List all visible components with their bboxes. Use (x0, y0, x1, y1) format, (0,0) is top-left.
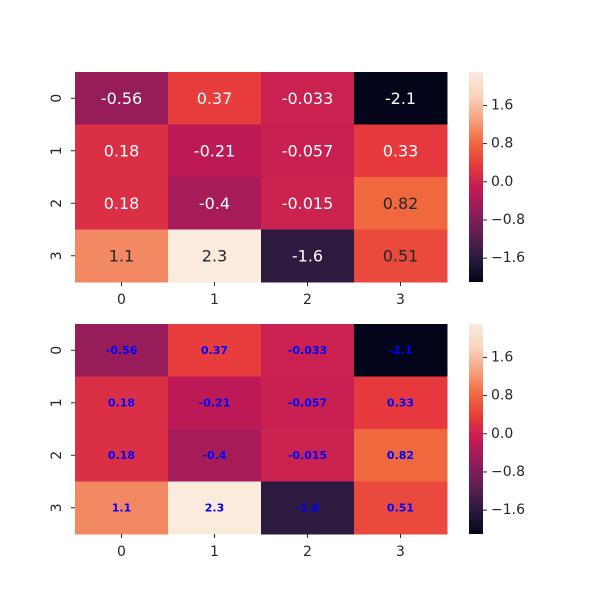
heatmap-cell-r0-c0 (75, 324, 169, 377)
x-tick-label-2: 2 (303, 544, 312, 560)
cell-annotation-r3-c1: 2.3 (205, 501, 225, 514)
x-tick-label-1: 1 (210, 292, 219, 308)
x-tick-label-3: 3 (396, 292, 405, 308)
colorbar-tick-label-1: 0.8 (491, 136, 513, 152)
heatmap-cell-r0-c2 (261, 324, 355, 377)
heatmap-cell-r0-c2 (261, 72, 355, 125)
heatmap-cell-r0-c1 (168, 72, 262, 125)
colorbar-tick-label-2: 0.0 (491, 426, 513, 442)
heatmap-cell-r1-c1 (168, 376, 262, 430)
y-tick-label-0: 0 (49, 346, 65, 355)
heatmap-cell-r3-c0 (75, 229, 169, 283)
cell-annotation-r2-c0: 0.18 (104, 194, 140, 213)
cell-annotation-r3-c0: 1.1 (112, 501, 132, 514)
colorbar-tick-label-2: 0.0 (491, 174, 513, 190)
x-tick-label-0: 0 (117, 544, 126, 560)
cell-annotation-r0-c0: -0.56 (106, 344, 138, 357)
y-tick-label-2: 2 (49, 451, 65, 460)
heatmap-cell-r3-c1 (168, 481, 262, 535)
heatmap-cell-r3-c3 (354, 229, 448, 283)
heatmap-cell-r0-c1 (168, 324, 262, 377)
heatmap-top: -0.56 0.37 -0.033 -2.1 0.18 -0.21 -0.057 0.33 0.… (49, 72, 525, 308)
cell-annotation-r1-c2: -0.057 (282, 141, 334, 160)
heatmap-cell-r1-c3 (354, 124, 448, 178)
cell-annotation-r1-c3: 0.33 (387, 396, 414, 409)
y-tick-label-3: 3 (49, 503, 65, 512)
cell-annotation-r0-c3: -2.1 (388, 344, 412, 357)
x-tick-label-1: 1 (210, 544, 219, 560)
heatmap-cell-r2-c1 (168, 177, 262, 230)
cell-annotation-r1-c3: 0.33 (383, 141, 419, 160)
cell-annotation-r3-c2: -1.6 (292, 246, 323, 265)
heatmap-cell-r2-c0 (75, 177, 169, 230)
heatmap-cell-r1-c3 (354, 376, 448, 430)
heatmap-cell-r2-c1 (168, 429, 262, 482)
heatmap-cell-r0-c3 (354, 324, 448, 377)
heatmap-cell-r2-c2 (261, 429, 355, 482)
heatmap-cell-r2-c3 (354, 429, 448, 482)
x-tick-label-3: 3 (396, 544, 405, 560)
cell-annotation-r0-c3: -2.1 (385, 89, 416, 108)
colorbar (469, 324, 483, 534)
y-tick-label-3: 3 (49, 251, 65, 260)
cell-annotation-r0-c1: 0.37 (201, 344, 228, 357)
cell-annotation-r2-c2: -0.015 (288, 449, 327, 462)
cell-annotation-r2-c1: -0.4 (199, 194, 230, 213)
colorbar-tick-label-1: 0.8 (491, 388, 513, 404)
heatmap-cell-r1-c1 (168, 124, 262, 178)
cell-annotation-r2-c2: -0.015 (282, 194, 334, 213)
cell-annotation-r3-c3: 0.51 (383, 246, 419, 265)
heatmap-bottom: -0.56 0.37 -0.033 -2.1 0.18 -0.21 -0.057 0.33 0.… (49, 324, 525, 560)
heatmap-cell-r3-c1 (168, 229, 262, 283)
heatmap-cell-r1-c0 (75, 376, 169, 430)
heatmap-cell-r0-c0 (75, 72, 169, 125)
heatmap-cell-r2-c0 (75, 429, 169, 482)
heatmap-cell-r3-c2 (261, 229, 355, 283)
colorbar-tick-label-3: −0.8 (491, 464, 525, 480)
cell-annotation-r3-c1: 2.3 (202, 246, 227, 265)
colorbar (469, 72, 483, 282)
cell-annotation-r1-c1: -0.21 (199, 396, 231, 409)
cell-annotation-r3-c0: 1.1 (109, 246, 134, 265)
cell-annotation-r1-c0: 0.18 (104, 141, 140, 160)
heatmap-cell-r0-c3 (354, 72, 448, 125)
colorbar-tick-label-4: −1.6 (491, 502, 525, 518)
y-tick-label-1: 1 (49, 146, 65, 155)
cell-annotation-r1-c1: -0.21 (194, 141, 235, 160)
cell-annotation-r1-c2: -0.057 (288, 396, 327, 409)
cell-annotation-r1-c0: 0.18 (108, 396, 135, 409)
y-tick-label-2: 2 (49, 199, 65, 208)
cell-annotation-r2-c3: 0.82 (387, 449, 414, 462)
y-tick-label-0: 0 (49, 94, 65, 103)
cell-annotation-r0-c2: -0.033 (282, 89, 334, 108)
cell-annotation-r2-c3: 0.82 (383, 194, 419, 213)
heatmap-cell-r1-c2 (261, 124, 355, 178)
heatmap-cell-r3-c3 (354, 481, 448, 535)
heatmap-cell-r1-c2 (261, 376, 355, 430)
x-tick-label-2: 2 (303, 292, 312, 308)
x-tick-label-0: 0 (117, 292, 126, 308)
heatmap-cell-r2-c2 (261, 177, 355, 230)
heatmap-cell-r3-c0 (75, 481, 169, 535)
colorbar-tick-label-0: 1.6 (491, 97, 513, 113)
cell-annotation-r2-c0: 0.18 (108, 449, 135, 462)
colorbar-tick-label-3: −0.8 (491, 212, 525, 228)
colorbar-tick-label-0: 1.6 (491, 349, 513, 365)
heatmap-cell-r3-c2 (261, 481, 355, 535)
cell-annotation-r3-c2: -1.6 (295, 501, 319, 514)
heatmap-cell-r1-c0 (75, 124, 169, 178)
colorbar-tick-label-4: −1.6 (491, 250, 525, 266)
cell-annotation-r3-c3: 0.51 (387, 501, 414, 514)
cell-annotation-r0-c2: -0.033 (288, 344, 327, 357)
cell-annotation-r2-c1: -0.4 (202, 449, 226, 462)
cell-annotation-r0-c1: 0.37 (197, 89, 233, 108)
heatmap-cell-r2-c3 (354, 177, 448, 230)
y-tick-label-1: 1 (49, 398, 65, 407)
cell-annotation-r0-c0: -0.56 (101, 89, 142, 108)
